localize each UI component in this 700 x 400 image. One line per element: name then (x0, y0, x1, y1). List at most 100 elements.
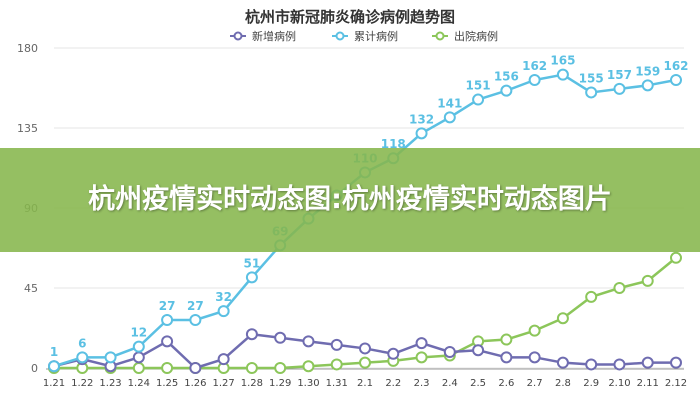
data-point (217, 353, 230, 366)
x-tick-label: 2.11 (637, 378, 659, 389)
data-point (641, 79, 654, 92)
data-point (443, 111, 456, 124)
x-tick-label: 1.29 (269, 378, 291, 389)
data-point (245, 271, 258, 284)
data-point (359, 342, 371, 355)
data-point (500, 84, 513, 97)
data-label: 155 (579, 71, 604, 85)
x-tick-label: 1.30 (297, 378, 319, 389)
y-tick-label: 135 (17, 122, 38, 135)
data-point (76, 351, 89, 364)
legend-label: 出院病例 (454, 29, 498, 43)
data-label: 51 (244, 256, 261, 270)
data-label: 157 (607, 68, 632, 82)
data-label: 162 (663, 59, 688, 73)
legend-label: 新增病例 (252, 29, 296, 43)
data-point (415, 351, 428, 364)
chart-title: 杭州市新冠肺炎确诊病例趋势图 (245, 8, 455, 26)
data-point (556, 356, 569, 369)
data-point (217, 305, 230, 318)
data-point (613, 358, 626, 371)
x-tick-label: 1.21 (43, 378, 65, 389)
x-tick-label: 2.1 (357, 378, 373, 389)
data-point (302, 335, 315, 348)
y-tick-label: 0 (31, 362, 38, 375)
data-label: 6 (78, 336, 86, 350)
x-tick-label: 2.10 (608, 378, 630, 389)
data-label: 159 (635, 64, 660, 78)
x-axis: 1.21 1.22 1.23 1.24 1.25 1.26 1.27 1.28 1.29 1.30… (43, 368, 687, 389)
data-point (274, 362, 287, 374)
data-label: 162 (522, 59, 547, 73)
data-point (161, 335, 174, 348)
data-point (472, 93, 485, 106)
data-point (613, 82, 626, 95)
data-point (443, 346, 456, 358)
x-tick-label: 2.5 (470, 378, 486, 389)
data-point (415, 337, 428, 350)
data-point (415, 127, 428, 140)
data-label: 151 (466, 79, 491, 93)
series-0 (48, 328, 682, 374)
data-label: 165 (550, 54, 575, 68)
data-point (556, 68, 569, 81)
x-tick-label: 2.7 (527, 378, 543, 389)
data-point (189, 362, 202, 374)
data-point (302, 360, 315, 373)
data-point (528, 74, 541, 86)
data-point (556, 312, 569, 325)
data-label: 12 (130, 326, 147, 340)
data-point (472, 344, 485, 357)
banner-text: 杭州疫情实时动态图:杭州疫情实时动态图片 (88, 184, 612, 215)
x-tick-label: 1.22 (71, 378, 93, 389)
x-tick-label: 1.26 (184, 378, 206, 389)
data-point (528, 351, 541, 364)
x-tick-label: 2.4 (442, 378, 458, 389)
data-point (274, 331, 287, 344)
data-point (387, 347, 400, 360)
legend-swatch-marker (233, 31, 243, 41)
data-point (359, 356, 371, 369)
data-label: 27 (159, 299, 176, 313)
data-point (132, 351, 145, 364)
data-point (132, 340, 145, 353)
x-tick-label: 2.9 (583, 378, 599, 389)
x-tick-label: 1.31 (326, 378, 348, 389)
x-tick-label: 1.24 (128, 378, 150, 389)
data-point (161, 314, 174, 326)
data-point (104, 351, 117, 364)
overlay-banner: 杭州疫情实时动态图:杭州疫情实时动态图片 (0, 148, 700, 252)
x-tick-label: 2.8 (555, 378, 571, 389)
legend-label: 累计病例 (354, 29, 398, 43)
data-point (670, 356, 682, 369)
x-tick-label: 1.25 (156, 378, 178, 389)
legend-swatch-marker (335, 31, 345, 41)
legend: 新增病例 累计病例 出院病例 (230, 29, 498, 43)
data-point (585, 86, 598, 99)
data-point (670, 251, 682, 264)
data-point (670, 74, 682, 86)
legend-swatch-marker (435, 31, 445, 41)
series-layer: 1612272732516911011813214115115616216515… (48, 54, 689, 374)
data-label: 27 (187, 299, 204, 313)
x-tick-label: 1.28 (241, 378, 263, 389)
data-point (500, 333, 513, 346)
x-tick-label: 1.27 (213, 378, 235, 389)
data-point (641, 274, 654, 287)
data-point (132, 362, 145, 374)
data-point (161, 362, 174, 374)
x-tick-label: 2.2 (385, 378, 401, 389)
data-point (245, 362, 258, 374)
x-tick-label: 2.6 (498, 378, 514, 389)
data-label: 118 (381, 137, 406, 151)
x-tick-label: 2.3 (414, 378, 430, 389)
x-tick-label: 2.12 (665, 378, 687, 389)
data-point (528, 324, 541, 337)
data-point (330, 338, 343, 351)
y-tick-label: 180 (17, 42, 38, 55)
data-label: 32 (215, 290, 232, 304)
data-point (641, 356, 654, 369)
data-point (585, 358, 598, 371)
